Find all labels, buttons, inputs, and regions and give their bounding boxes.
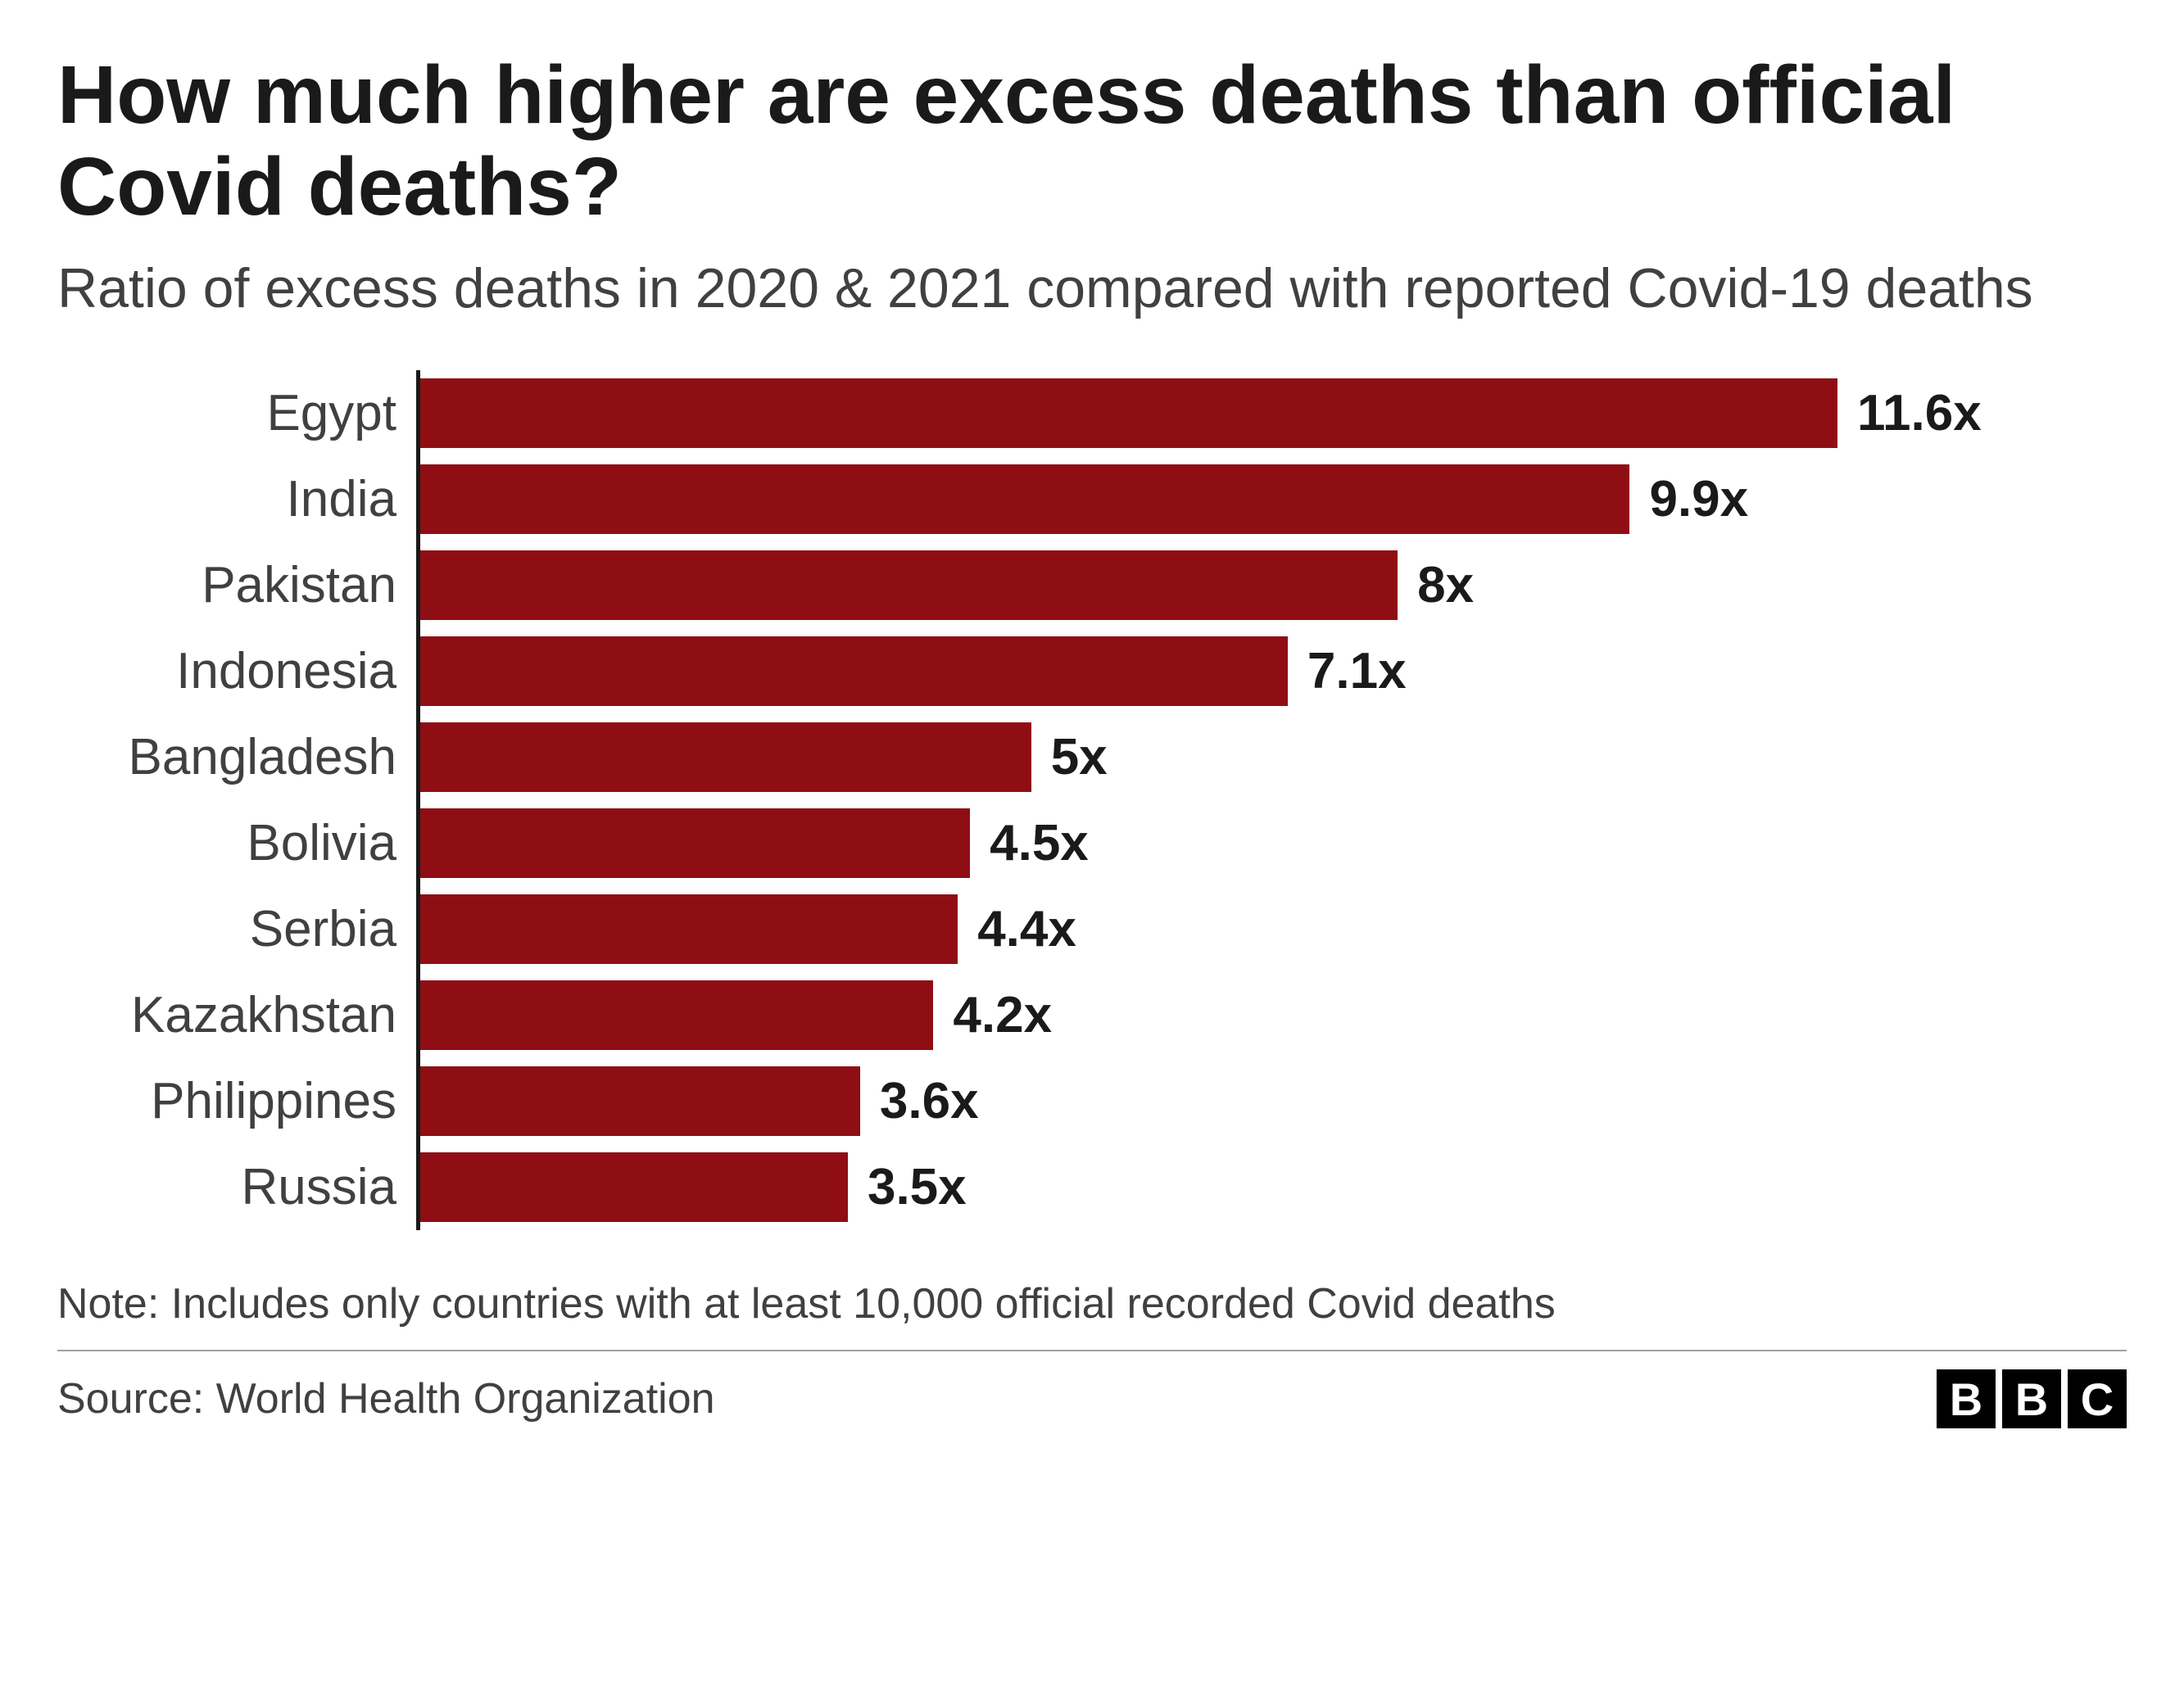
bar-label: Philippines <box>57 1072 416 1130</box>
bar-row: Pakistan 8x <box>57 542 2127 628</box>
bar-label: Bangladesh <box>57 728 416 786</box>
bar-value: 11.6x <box>1837 384 1982 442</box>
bar <box>420 464 1629 534</box>
chart-subtitle: Ratio of excess deaths in 2020 & 2021 co… <box>57 256 2127 321</box>
chart-title: How much higher are excess deaths than o… <box>57 49 2127 233</box>
bar-track: 4.2x <box>420 980 2127 1050</box>
bar-value: 4.5x <box>970 814 1089 872</box>
bar-label: Pakistan <box>57 556 416 614</box>
bar <box>420 808 970 878</box>
bar-label: Bolivia <box>57 814 416 872</box>
bar <box>420 894 958 964</box>
bbc-logo-letter: B <box>2002 1369 2061 1428</box>
chart-note: Note: Includes only countries with at le… <box>57 1279 2127 1351</box>
bar-label: Indonesia <box>57 642 416 700</box>
bar-track: 4.5x <box>420 808 2127 878</box>
bar-label: India <box>57 470 416 528</box>
bar-row: Egypt 11.6x <box>57 370 2127 456</box>
bar-track: 3.5x <box>420 1152 2127 1222</box>
bar-value: 3.6x <box>860 1072 979 1130</box>
plot-area: Egypt 11.6x India 9.9x Pakistan 8x Indonesia 7.… <box>57 370 2127 1230</box>
bar-track: 3.6x <box>420 1066 2127 1136</box>
bar-row: Bangladesh 5x <box>57 714 2127 800</box>
chart-footer: Source: World Health Organization BBC <box>57 1351 2127 1428</box>
bar-row: India 9.9x <box>57 456 2127 542</box>
source-text: Source: World Health Organization <box>57 1374 715 1423</box>
bar-track: 9.9x <box>420 464 2127 534</box>
bar <box>420 1066 860 1136</box>
bar-track: 8x <box>420 550 2127 620</box>
bar <box>420 636 1288 706</box>
bar-value: 8x <box>1398 556 1474 614</box>
bar-label: Egypt <box>57 384 416 442</box>
bar-row: Russia 3.5x <box>57 1144 2127 1230</box>
bar-value: 4.4x <box>958 900 1076 958</box>
chart-container: How much higher are excess deaths than o… <box>0 0 2184 1706</box>
bar <box>420 722 1031 792</box>
bar-row: Serbia 4.4x <box>57 886 2127 972</box>
bar-row: Kazakhstan 4.2x <box>57 972 2127 1058</box>
bar-track: 7.1x <box>420 636 2127 706</box>
bar-value: 7.1x <box>1288 642 1407 700</box>
bar-row: Bolivia 4.5x <box>57 800 2127 886</box>
bar-label: Russia <box>57 1158 416 1216</box>
bar-value: 9.9x <box>1629 470 1748 528</box>
bar-row: Indonesia 7.1x <box>57 628 2127 714</box>
bar-value: 5x <box>1031 728 1108 786</box>
bar-label: Serbia <box>57 900 416 958</box>
bbc-logo-letter: C <box>2068 1369 2127 1428</box>
bar <box>420 1152 848 1222</box>
bbc-logo-letter: B <box>1937 1369 1996 1428</box>
bar-row: Philippines 3.6x <box>57 1058 2127 1144</box>
bar-value: 4.2x <box>933 986 1052 1044</box>
bar-track: 11.6x <box>420 378 2127 448</box>
bar <box>420 378 1837 448</box>
bar-label: Kazakhstan <box>57 986 416 1044</box>
bar-track: 4.4x <box>420 894 2127 964</box>
bbc-logo: BBC <box>1937 1369 2127 1428</box>
bar <box>420 550 1398 620</box>
bar <box>420 980 933 1050</box>
bar-value: 3.5x <box>848 1158 967 1216</box>
bar-track: 5x <box>420 722 2127 792</box>
